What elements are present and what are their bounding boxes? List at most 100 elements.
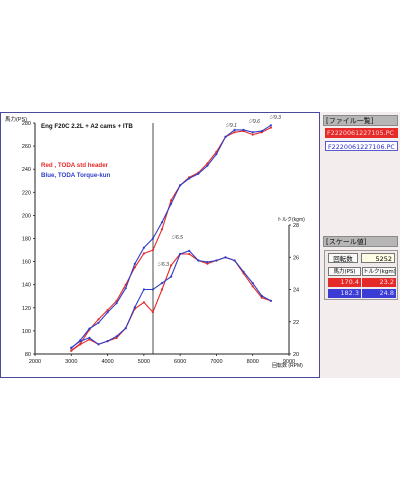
y-right-tick-label: 28 — [293, 223, 299, 229]
y-right-tick-label: 20 — [293, 352, 299, 358]
data-point-power — [151, 249, 154, 252]
data-point-power — [106, 309, 109, 312]
data-point-power — [197, 172, 200, 175]
legend-red: Red , TODA std header — [41, 162, 109, 169]
red-power-value: 170.4 — [328, 278, 361, 287]
y-right-axis-label: トルク(kgm) — [277, 217, 305, 223]
data-point-torque — [115, 335, 118, 338]
data-point-power — [115, 302, 118, 305]
x-tick-label: 8000 — [247, 359, 259, 365]
data-point-power — [97, 318, 100, 321]
data-point-power — [206, 162, 209, 165]
data-point-torque — [170, 264, 173, 267]
data-point-torque — [251, 285, 254, 288]
data-point-torque — [124, 327, 127, 330]
data-point-torque — [160, 288, 164, 291]
app-window: 80 100 120 140 160 180 200 220 240 260 280 20 22 24 26… — [0, 112, 400, 378]
data-point-power — [251, 131, 254, 134]
data-point-power — [142, 246, 145, 249]
data-point-power — [170, 199, 173, 202]
data-point-power — [179, 184, 182, 187]
chart-title: Eng F20C 2.2L + A2 cams + ITB — [41, 123, 133, 130]
y-left-tick-label: 280 — [22, 121, 31, 127]
data-point-power — [160, 228, 164, 231]
data-point-torque — [142, 288, 145, 291]
y-left-tick-label: 240 — [22, 167, 31, 173]
file-item-blue[interactable]: F2220061227106.PC — [325, 141, 398, 151]
y-right-tick-label: 24 — [293, 288, 299, 294]
data-point-torque — [224, 256, 227, 259]
blue-torque-value: 24.8 — [362, 289, 396, 298]
x-tick-label: 7000 — [210, 359, 222, 365]
x-tick-label: 3000 — [65, 359, 77, 365]
handwritten-annotation: ジ9.3 — [269, 115, 281, 121]
data-point-torque — [206, 261, 209, 264]
data-point-torque — [133, 306, 136, 309]
data-point-power — [242, 128, 245, 131]
data-point-torque — [260, 294, 263, 297]
data-point-torque — [188, 249, 191, 252]
y-left-tick-label: 140 — [22, 283, 31, 289]
y-left-tick-label: 180 — [22, 237, 31, 243]
file-list-header: [ファイル一覧] — [323, 115, 398, 126]
red-torque-value: 23.2 — [362, 278, 396, 287]
data-point-power — [160, 221, 164, 224]
data-point-torque — [70, 346, 73, 349]
file-item-red[interactable]: F2220061227105.PC — [325, 128, 398, 138]
data-point-torque — [233, 259, 236, 262]
legend-blue: Blue, TODA Torque-kun — [41, 172, 111, 179]
data-point-torque — [206, 262, 209, 265]
data-point-torque — [215, 259, 218, 262]
data-point-torque — [88, 336, 91, 339]
data-point-power — [224, 135, 227, 138]
data-point-torque — [79, 343, 82, 346]
handwritten-annotation: ジ9.1 — [225, 123, 237, 129]
dyno-chart: 80 100 120 140 160 180 200 220 240 260 280 20 22 24 26… — [5, 115, 305, 369]
data-point-power — [142, 252, 145, 255]
x-tick-label: 5000 — [138, 359, 150, 365]
data-point-power — [260, 130, 263, 133]
y-left-tick-label: 260 — [22, 144, 31, 150]
y-left-tick-label: 200 — [22, 213, 31, 219]
data-point-power — [233, 128, 236, 131]
x-tick-label: 6000 — [174, 359, 186, 365]
data-point-power — [151, 237, 154, 240]
data-point-power — [170, 202, 173, 205]
data-point-power — [106, 311, 109, 314]
y-right-tick-label: 26 — [293, 255, 299, 261]
scale-header: [スケール値] — [323, 236, 398, 247]
data-point-torque — [269, 299, 272, 302]
data-point-torque — [97, 343, 100, 346]
data-point-torque — [170, 275, 173, 278]
data-point-power — [206, 164, 209, 167]
dyno-chart-panel: 80 100 120 140 160 180 200 220 240 260 280 20 22 24 26… — [0, 112, 320, 378]
y-left-axis-label: 馬力(PS) — [5, 115, 27, 123]
rpm-label: 回転数 — [328, 253, 358, 263]
data-point-power — [188, 177, 191, 180]
data-point-torque — [151, 288, 154, 291]
data-point-torque — [142, 301, 145, 304]
data-point-power — [233, 131, 236, 134]
data-point-torque — [160, 282, 164, 285]
data-point-torque — [260, 296, 263, 299]
rpm-value: 5252 — [361, 253, 395, 263]
data-point-power — [251, 133, 254, 136]
data-point-power — [88, 327, 91, 330]
x-tick-label: 9000 — [283, 359, 295, 365]
data-point-torque — [179, 252, 182, 256]
y-left-tick-label: 220 — [22, 190, 31, 196]
data-point-power — [269, 126, 272, 129]
data-point-torque — [197, 259, 200, 262]
data-point-torque — [106, 340, 109, 343]
handwritten-annotation: ジ6.3 — [157, 262, 169, 268]
x-axis-label: 回転数 (RPM) — [272, 362, 303, 369]
data-point-power — [269, 124, 272, 127]
x-tick-label: 4000 — [101, 359, 113, 365]
scale-values-box: 回転数 5252 馬力(PS) トルク(kgm) 170.4 23.2 182.… — [324, 250, 398, 300]
blue-power-value: 182.3 — [328, 289, 361, 298]
y-right-tick-label: 22 — [293, 320, 299, 326]
data-point-power — [215, 153, 218, 156]
torque-column-label: トルク(kgm) — [362, 267, 396, 276]
y-left-tick-label: 100 — [22, 329, 31, 335]
data-point-torque — [151, 311, 154, 314]
